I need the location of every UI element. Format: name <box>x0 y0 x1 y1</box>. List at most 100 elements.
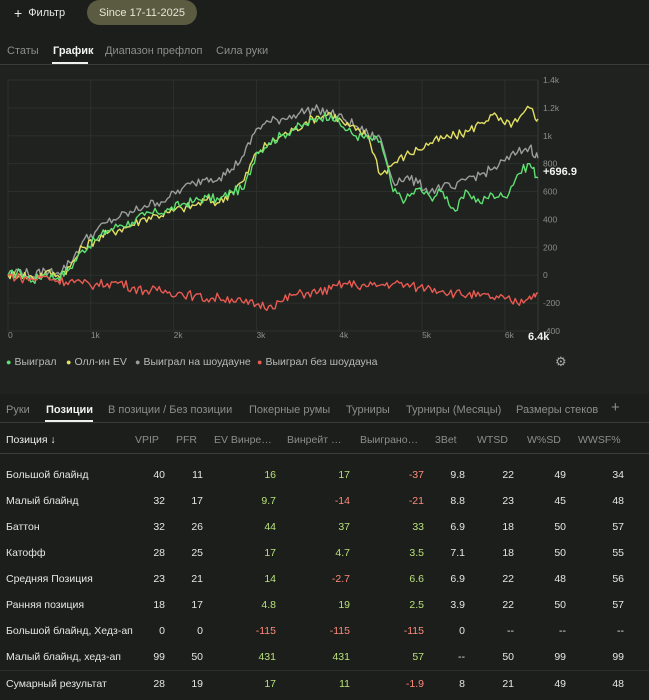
tab-stack-sizes[interactable]: Размеры стеков <box>516 404 599 416</box>
add-tab-icon[interactable]: + <box>611 399 620 416</box>
tab-preflop-range[interactable]: Диапазон префлоп <box>105 45 203 57</box>
table-cell: 50 <box>554 547 566 559</box>
column-header-position[interactable]: Позиция ↓ <box>6 434 56 446</box>
table-cell: 99 <box>612 651 624 663</box>
column-header-won[interactable]: Выиграно… <box>360 434 419 446</box>
table-cell: -2.7 <box>331 573 350 585</box>
filter-bar: + Фильтр Since 17-11-2025 <box>0 0 649 28</box>
legend-item-showdown[interactable]: ● Выиграл на шоудауне <box>135 356 251 368</box>
row-label: Большой блайнд, Хедз-ап <box>6 625 133 637</box>
y-tick-label: -400 <box>543 326 560 336</box>
y-tick-label: 600 <box>543 187 557 197</box>
column-header-pfr[interactable]: PFR <box>176 434 197 446</box>
table-cell: 22 <box>502 599 514 611</box>
x-tick-label: 4k <box>339 330 349 340</box>
table-cell: 0 <box>159 625 165 637</box>
column-header-winrate[interactable]: Винрейт … <box>287 434 342 446</box>
column-header-vpip[interactable]: VPIP <box>135 434 159 446</box>
table-cell: 99 <box>554 651 566 663</box>
table-cell: 9.8 <box>450 469 465 481</box>
legend-label: Выиграл без шоудауна <box>265 356 378 368</box>
table-cell: 19 <box>338 599 350 611</box>
table-cell: 4.8 <box>261 599 276 611</box>
y-tick-label: 1k <box>543 131 553 141</box>
tab-positions[interactable]: Позиции <box>46 404 93 416</box>
column-header-wsd[interactable]: W%SD <box>527 434 561 446</box>
y-tick-label: 0 <box>543 270 548 280</box>
table-row[interactable]: Малый блайнд, хедз-ап 99 50 431 431 57 -- 50 99 9… <box>0 644 649 670</box>
filter-button-label: Фильтр <box>28 7 66 19</box>
tab-stats[interactable]: Статы <box>7 45 39 57</box>
table-row[interactable]: Малый блайнд 32 17 9.7 -14 -21 8.8 23 45 48 <box>0 488 649 514</box>
table-row[interactable]: Катофф 28 25 17 4.7 3.5 7.1 18 50 55 <box>0 540 649 566</box>
tab-tournaments-months[interactable]: Турниры (Месяцы) <box>406 404 502 416</box>
table-cell: 17 <box>338 469 350 481</box>
table-total-row[interactable]: Сумарный результат 28 19 17 11 -1.9 8 21 49 48 <box>0 670 649 696</box>
series-line-1 <box>7 105 539 281</box>
table-cell: -37 <box>408 469 424 481</box>
column-header-wtsd[interactable]: WTSD <box>477 434 508 446</box>
tab-in-out-position[interactable]: В позиции / Без позиции <box>108 404 233 416</box>
x-tick-label: 0 <box>8 330 13 340</box>
table-cell: 48 <box>612 678 624 690</box>
row-label: Сумарный результат <box>6 678 107 690</box>
table-cell: 28 <box>153 547 165 559</box>
date-filter-chip[interactable]: Since 17-11-2025 <box>87 0 198 25</box>
legend-item-non-showdown[interactable]: ● Выиграл без шоудауна <box>257 356 378 368</box>
legend-label: Выиграл на шоудауне <box>143 356 251 368</box>
table-row[interactable]: Средняя Позиция 23 21 14 -2.7 6.6 6.9 22 48 56 <box>0 566 649 592</box>
table-cell: 50 <box>191 651 203 663</box>
legend-item-allin-ev[interactable]: ● Олл-ин EV <box>66 356 127 368</box>
table-cell: 21 <box>502 678 514 690</box>
y-axis-labels: 1.4k 1.2k 1k 800 600 400 200 0 -200 -400 <box>543 75 560 336</box>
table-row[interactable]: Ранняя позиция 18 17 4.8 19 2.5 3.9 22 50 57 <box>0 592 649 618</box>
row-label: Баттон <box>6 521 40 533</box>
y-tick-label: 400 <box>543 214 557 224</box>
column-header-3bet[interactable]: 3Bet <box>435 434 457 446</box>
row-label: Малый блайнд <box>6 495 79 507</box>
table-cell: -- <box>617 625 624 637</box>
table-cell: 23 <box>153 573 165 585</box>
table-cell: 8.8 <box>450 495 465 507</box>
gear-icon[interactable]: ⚙ <box>555 354 567 369</box>
table-cell: 40 <box>153 469 165 481</box>
chart-grid <box>7 79 539 332</box>
column-header-ev-winrate[interactable]: EV Винре… <box>214 434 272 446</box>
table-cell: 44 <box>264 521 276 533</box>
row-label: Катофф <box>6 547 46 559</box>
table-cell: -115 <box>255 625 276 637</box>
table-cell: 16 <box>264 469 276 481</box>
table-cell: 18 <box>502 521 514 533</box>
table-cell: 49 <box>554 678 566 690</box>
table-cell: 8 <box>459 678 465 690</box>
tab-hand-strength[interactable]: Сила руки <box>216 45 269 57</box>
filter-button[interactable]: + Фильтр <box>6 2 75 24</box>
series-line-3 <box>7 272 539 311</box>
table-row[interactable]: Баттон 32 26 44 37 33 6.9 18 50 57 <box>0 514 649 540</box>
table-cell: -1.9 <box>405 678 424 690</box>
table-cell: 57 <box>612 599 624 611</box>
table-cell: 25 <box>191 547 203 559</box>
table-row[interactable]: Большой блайнд, Хедз-ап 0 0 -115 -115 -115 0 --… <box>0 618 649 644</box>
x-tick-label: 6k <box>505 330 515 340</box>
tab-tournaments[interactable]: Турниры <box>346 404 390 416</box>
table-cell: 4.7 <box>335 547 350 559</box>
chart-panel: 1.4k 1.2k 1k 800 600 400 200 0 -200 -400 0 1k 2k 3k 4… <box>0 66 649 394</box>
legend-item-won[interactable]: ● Выиграл <box>6 356 57 368</box>
table-cell: 17 <box>191 495 203 507</box>
column-header-wwsf[interactable]: WWSF% <box>578 434 621 446</box>
table-cell: 0 <box>459 625 465 637</box>
table-cell: 3.9 <box>450 599 465 611</box>
chart-series <box>7 104 539 311</box>
row-label: Малый блайнд, хедз-ап <box>6 651 121 663</box>
table-cell: 18 <box>502 547 514 559</box>
table-cell: 34 <box>612 469 624 481</box>
table-cell: 50 <box>554 521 566 533</box>
x-tick-label: 3k <box>256 330 266 340</box>
table-cell: 22 <box>502 469 514 481</box>
row-label: Большой блайнд <box>6 469 89 481</box>
table-row[interactable]: Большой блайнд 40 11 16 17 -37 9.8 22 49 34 <box>0 462 649 488</box>
tab-hands[interactable]: Руки <box>6 404 30 416</box>
tab-graph[interactable]: График <box>53 45 94 57</box>
tab-poker-rooms[interactable]: Покерные румы <box>249 404 331 416</box>
